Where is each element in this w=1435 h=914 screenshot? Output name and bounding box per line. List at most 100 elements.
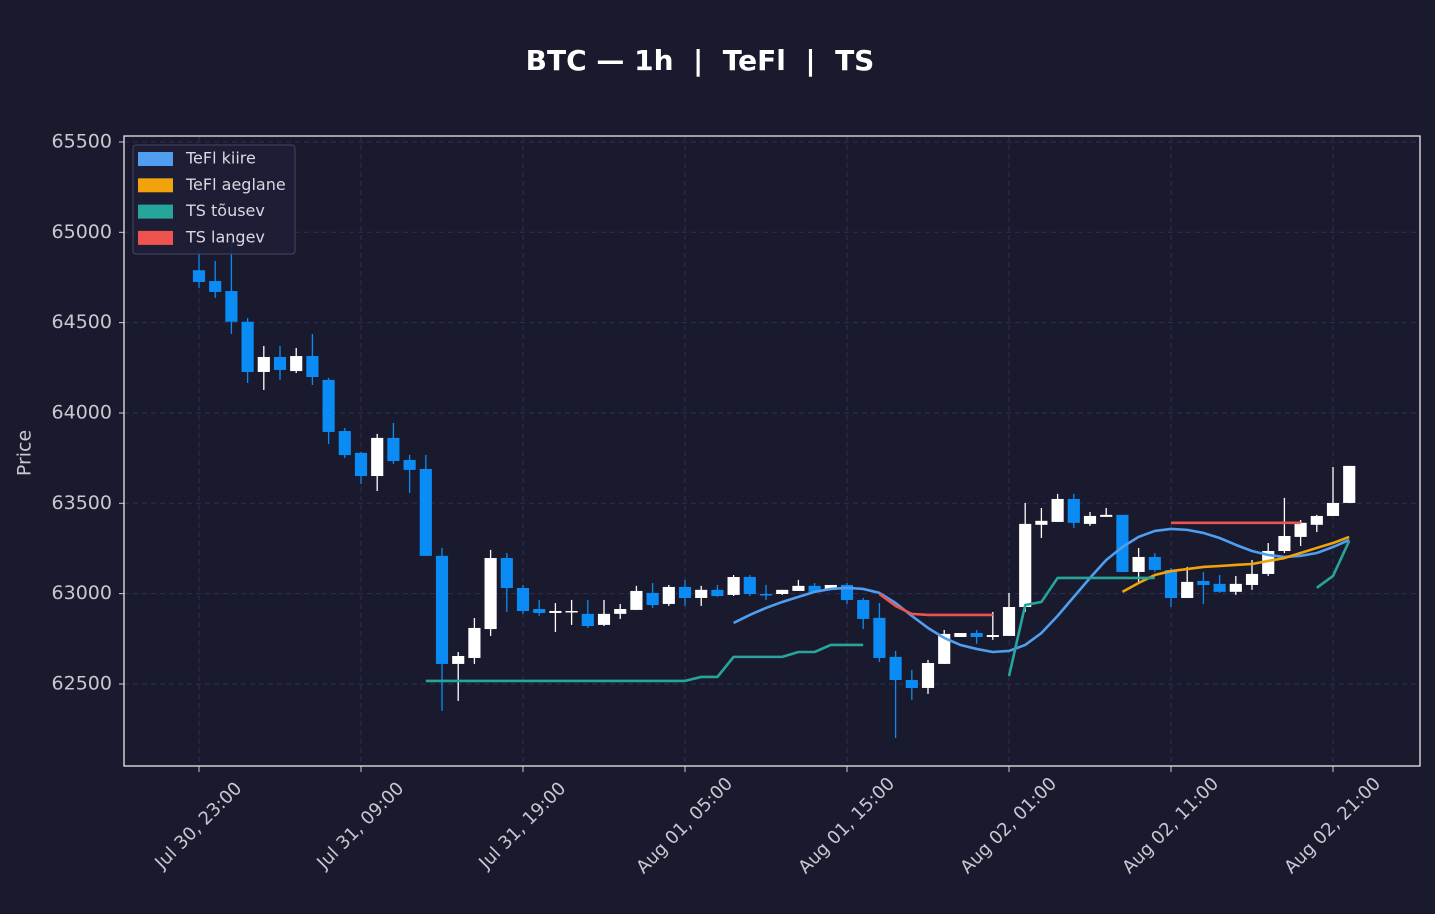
candle-body bbox=[192, 270, 206, 282]
legend-swatch bbox=[138, 204, 173, 219]
candle-body bbox=[824, 584, 837, 589]
candle-body bbox=[1035, 520, 1048, 525]
candle-body bbox=[1132, 556, 1145, 572]
candle-body bbox=[808, 585, 821, 592]
candle-body bbox=[646, 592, 659, 606]
candle-body bbox=[549, 610, 562, 613]
candle-body bbox=[597, 613, 611, 625]
candle-body bbox=[290, 356, 303, 372]
candle-body bbox=[1100, 514, 1113, 517]
candle-body bbox=[1067, 498, 1080, 523]
y-tick-label: 63000 bbox=[52, 582, 112, 604]
candle-body bbox=[419, 468, 432, 556]
y-tick-label: 63500 bbox=[52, 492, 112, 514]
indicator-line bbox=[1316, 540, 1351, 589]
candle-body bbox=[938, 633, 951, 664]
candle-body bbox=[1181, 581, 1194, 598]
legend-label: TS langev bbox=[185, 227, 265, 246]
candle-body bbox=[1002, 607, 1016, 636]
y-tick-label: 64500 bbox=[52, 311, 112, 333]
candle-body bbox=[1051, 498, 1064, 522]
indicator-line bbox=[1007, 576, 1155, 677]
candle-body bbox=[516, 588, 530, 611]
legend-label: TeFl kiire bbox=[185, 149, 256, 168]
candle-body bbox=[403, 459, 416, 470]
candle-body bbox=[500, 558, 513, 589]
candle-body bbox=[614, 608, 627, 614]
candle-body bbox=[743, 577, 756, 595]
candle-body bbox=[257, 356, 270, 372]
candle-body bbox=[484, 558, 497, 630]
candle-body bbox=[435, 555, 449, 664]
candle-body bbox=[630, 590, 643, 610]
legend-label: TS tõusev bbox=[185, 201, 265, 220]
indicator-line bbox=[1121, 535, 1350, 593]
candle-body bbox=[306, 356, 319, 378]
legend-swatch bbox=[138, 230, 173, 245]
candle-body bbox=[1245, 573, 1259, 585]
y-tick-label: 62500 bbox=[52, 672, 112, 694]
x-tick-label: Jul 31, 19:00 bbox=[474, 778, 570, 874]
candle-body bbox=[1116, 514, 1129, 572]
candle-body bbox=[1083, 515, 1097, 524]
candle-body bbox=[1343, 465, 1356, 503]
candle-body bbox=[954, 633, 967, 638]
candle-body bbox=[581, 613, 594, 626]
y-axis-label: Price bbox=[14, 430, 36, 476]
candle-body bbox=[241, 321, 254, 372]
candle-body bbox=[1326, 502, 1340, 516]
legend-swatch bbox=[138, 178, 173, 193]
legend: TeFl kiire TeFl aeglane TS tõusev TS langev bbox=[132, 144, 296, 255]
candle-body bbox=[322, 379, 335, 432]
candle-body bbox=[905, 680, 918, 688]
y-tick-label: 64000 bbox=[52, 401, 112, 423]
candle-body bbox=[565, 610, 578, 613]
indicator-line bbox=[878, 592, 993, 617]
candle-body bbox=[1229, 583, 1242, 592]
candle-body bbox=[662, 586, 675, 604]
y-tick-label: 65500 bbox=[52, 130, 112, 152]
candle-body bbox=[225, 291, 238, 322]
legend-label: TeFl aeglane bbox=[185, 175, 286, 194]
candle-body bbox=[338, 431, 351, 456]
candle-body bbox=[921, 663, 935, 688]
x-tick-label: Aug 01, 15:00 bbox=[794, 773, 899, 878]
candle-body bbox=[1164, 569, 1178, 598]
candle-body bbox=[273, 356, 287, 370]
y-tick-label: 65000 bbox=[52, 221, 112, 243]
candle-body bbox=[1294, 522, 1307, 537]
candle-body bbox=[776, 589, 789, 595]
candle-body bbox=[1213, 583, 1226, 592]
candle-body bbox=[792, 585, 805, 591]
candle-body bbox=[468, 627, 481, 658]
candle-body bbox=[727, 577, 740, 595]
candle-body bbox=[354, 452, 368, 477]
candle-body bbox=[452, 655, 465, 664]
x-tick-label: Aug 02, 01:00 bbox=[956, 773, 1061, 878]
chart-title: BTC — 1h | TeFl | TS bbox=[526, 44, 875, 77]
candle-body bbox=[1019, 523, 1032, 608]
candle-body bbox=[533, 608, 546, 613]
indicator-line bbox=[733, 527, 1350, 654]
indicator-line bbox=[425, 643, 864, 683]
candle-body bbox=[857, 599, 870, 619]
candle-body bbox=[1278, 536, 1291, 552]
candle-body bbox=[695, 589, 708, 598]
candle-body bbox=[889, 656, 902, 681]
x-tick-label: Jul 30, 23:00 bbox=[150, 778, 246, 874]
x-tick-label: Jul 31, 09:00 bbox=[312, 778, 408, 874]
plot-border bbox=[123, 135, 1421, 767]
legend-swatch bbox=[138, 152, 173, 166]
candle-body bbox=[873, 617, 886, 658]
candle-body bbox=[1310, 515, 1323, 525]
candle-body bbox=[209, 281, 222, 292]
candle-body bbox=[711, 589, 724, 596]
candle-body bbox=[371, 437, 384, 477]
candle-body bbox=[1262, 551, 1275, 574]
x-tick-label: Aug 02, 11:00 bbox=[1118, 773, 1223, 878]
candle-body bbox=[387, 437, 400, 462]
candle-body bbox=[678, 586, 692, 598]
plot-area bbox=[124, 136, 1420, 766]
candle-body bbox=[759, 594, 773, 596]
